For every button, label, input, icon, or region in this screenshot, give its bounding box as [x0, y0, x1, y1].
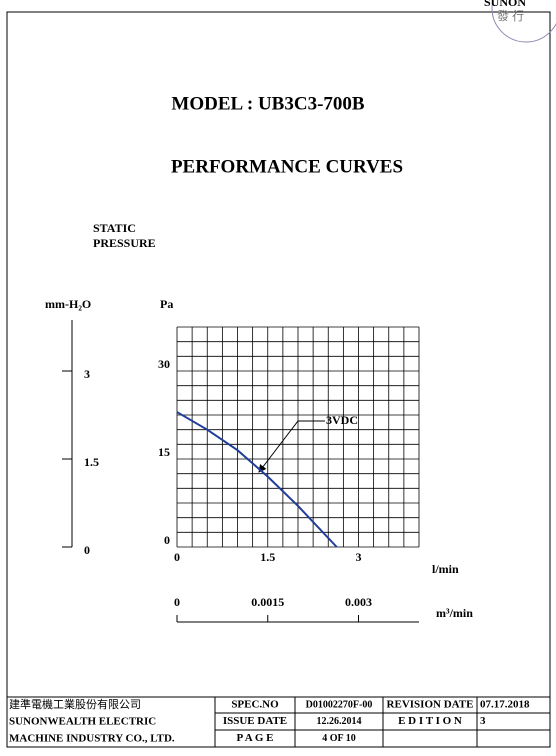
stamp-text: SUNON — [484, 0, 526, 9]
y2-label: mm-H₂O — [45, 297, 91, 311]
company-en: MACHINE INDUSTRY CO., LTD. — [9, 733, 175, 745]
table-cell: ISSUE DATE — [223, 715, 287, 727]
subtitle: PERFORMANCE CURVES — [171, 156, 403, 177]
company-zh: 建準電機工業股份有限公司 — [9, 697, 141, 711]
annotation-arrow — [258, 420, 325, 473]
frame — [6, 11, 551, 748]
y-title: STATIC — [93, 221, 136, 235]
x2-tick-label: 0.003 — [345, 595, 372, 609]
table-cell: E D I T I O N — [398, 715, 462, 727]
table-cell: REVISION DATE — [387, 699, 474, 711]
x2-tick-label: 0 — [174, 595, 180, 609]
x-tick-label: 0 — [174, 550, 180, 564]
y-label: Pa — [160, 297, 173, 311]
y-title: PRESSURE — [93, 236, 156, 250]
table-cell: 3 — [480, 715, 486, 727]
y-tick-label: 15 — [158, 445, 170, 459]
y2-tick-label: 1.5 — [84, 455, 99, 469]
x-tick-label: 3 — [356, 550, 362, 564]
x-tick-label: 1.5 — [260, 550, 275, 564]
y2-tick-label: 3 — [84, 367, 90, 381]
table-cell: 4 OF 10 — [322, 733, 356, 744]
table-cell: 12.26.2014 — [317, 716, 362, 727]
table-cell: D01002270F-00 — [306, 699, 373, 710]
y-tick-label: 0 — [164, 533, 170, 547]
x2-label: m³/min — [436, 606, 473, 620]
x-label: l/min — [432, 562, 459, 576]
table-cell: P A G E — [237, 732, 274, 744]
stamp — [491, 0, 556, 43]
y2-tick-label: 0 — [84, 543, 90, 557]
y-tick-label: 30 — [158, 357, 170, 371]
series-label: 3VDC — [326, 413, 358, 427]
table-cell: 07.17.2018 — [480, 699, 530, 711]
company-en: SUNONWEALTH ELECTRIC — [9, 716, 156, 728]
stamp-text: 發 行 — [497, 8, 524, 23]
model-title: MODEL : UB3C3-700B — [171, 93, 365, 114]
x2-tick-label: 0.0015 — [251, 595, 284, 609]
curve — [176, 411, 338, 548]
table-cell: SPEC.NO — [231, 699, 279, 711]
